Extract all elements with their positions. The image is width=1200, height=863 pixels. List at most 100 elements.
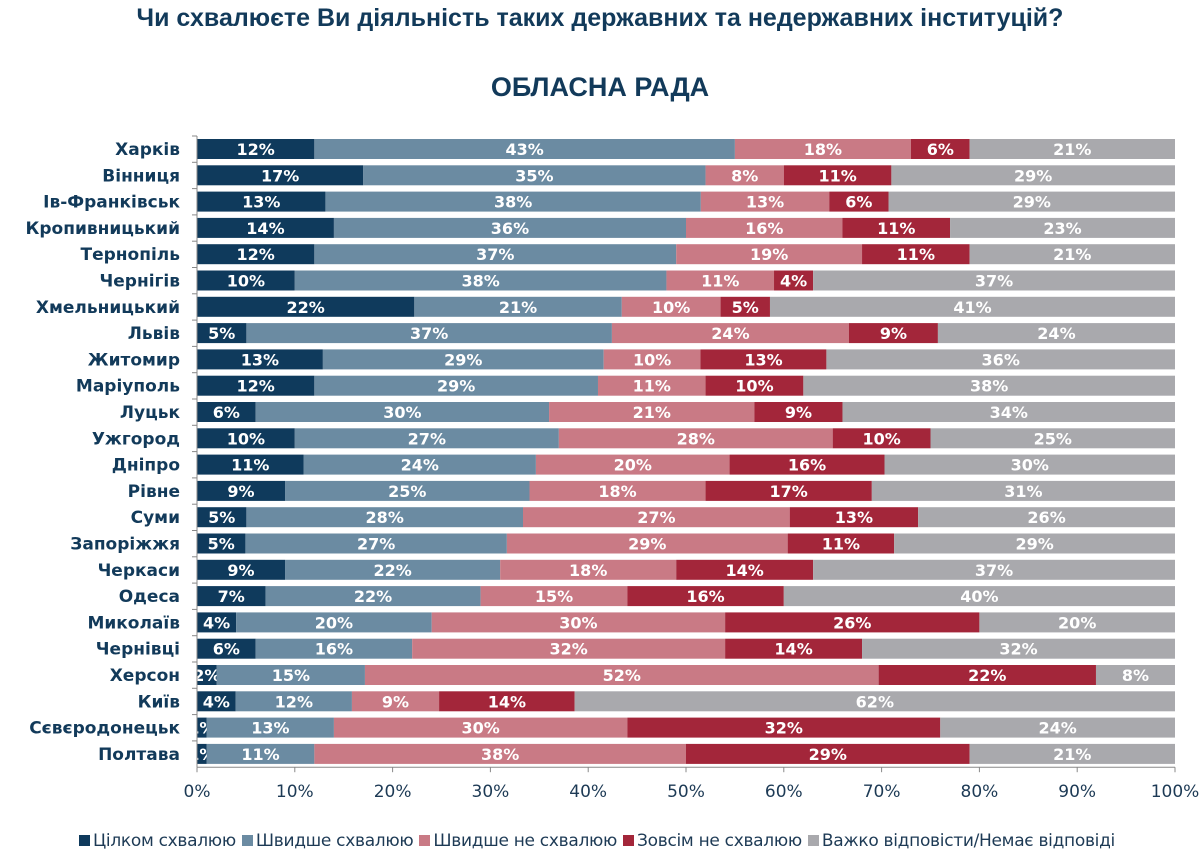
data-label: 8% xyxy=(1122,666,1149,685)
x-tick-label: 20% xyxy=(374,782,412,802)
category-label: Харків xyxy=(115,140,180,160)
bar-segment xyxy=(206,743,315,764)
bar-segment xyxy=(891,165,1175,186)
bar-segment xyxy=(197,691,236,712)
data-label: 22% xyxy=(287,298,325,317)
bar-segment xyxy=(842,217,951,238)
bar-segment xyxy=(705,480,872,501)
category-label: Луцьк xyxy=(120,403,181,423)
bar-segment xyxy=(705,375,804,396)
data-label: 32% xyxy=(765,719,803,738)
data-label: 38% xyxy=(461,272,499,291)
data-label: 11% xyxy=(877,219,915,238)
bar-segment xyxy=(197,612,237,633)
bar-segment xyxy=(197,638,256,659)
bar-segment xyxy=(676,244,863,265)
data-label: 29% xyxy=(1014,166,1052,185)
data-label: 30% xyxy=(559,613,597,632)
data-label: 18% xyxy=(598,482,636,501)
data-label: 15% xyxy=(272,666,310,685)
data-label: 32% xyxy=(999,640,1037,659)
data-label: 36% xyxy=(491,219,529,238)
category-label: Кропивницький xyxy=(25,219,180,239)
data-label: 20% xyxy=(1058,613,1096,632)
data-label: 6% xyxy=(845,193,872,212)
data-label: 62% xyxy=(856,692,894,711)
bar-segment xyxy=(813,270,1175,291)
bar-segment xyxy=(197,559,286,580)
bar-segment xyxy=(285,480,530,501)
bar-segment xyxy=(197,717,207,738)
category-label: Полтава xyxy=(98,745,180,765)
data-label: 24% xyxy=(1038,719,1076,738)
bar-segment xyxy=(937,323,1175,344)
data-label: 10% xyxy=(227,272,265,291)
data-label: 40% xyxy=(960,587,998,606)
bar-segment xyxy=(439,691,575,712)
bar-segment xyxy=(627,586,784,607)
bar-segment xyxy=(303,454,536,475)
legend-label: Швидше не схвалюю xyxy=(433,831,618,851)
data-label: 20% xyxy=(315,613,353,632)
data-label: 5% xyxy=(732,298,759,317)
data-label: 27% xyxy=(408,429,446,448)
data-label: 19% xyxy=(750,245,788,264)
bar-segment xyxy=(842,402,1175,422)
data-label: 13% xyxy=(251,719,289,738)
data-label: 12% xyxy=(275,692,313,711)
bar-segment xyxy=(930,428,1175,449)
data-label: 6% xyxy=(927,140,954,159)
bar-segment xyxy=(506,533,788,554)
data-label: 25% xyxy=(1034,429,1072,448)
bar-segment xyxy=(884,454,1175,475)
chart-title: ОБЛАСНА РАДА xyxy=(490,72,710,102)
x-tick-label: 70% xyxy=(863,782,901,802)
data-label: 11% xyxy=(231,456,269,475)
data-label: 5% xyxy=(208,535,235,554)
bar-segment xyxy=(783,586,1175,607)
data-label: 21% xyxy=(1053,140,1091,159)
data-label: 10% xyxy=(735,377,773,396)
bar-segment xyxy=(325,191,701,212)
data-label: 13% xyxy=(241,350,279,369)
data-label: 22% xyxy=(354,587,392,606)
bar-segment xyxy=(414,296,622,317)
bar-segment xyxy=(849,323,938,344)
data-label: 25% xyxy=(388,482,426,501)
bar-segment xyxy=(813,559,1175,580)
bar-segment xyxy=(197,323,247,344)
bar-segment xyxy=(197,480,286,501)
data-label: 13% xyxy=(746,193,784,212)
data-label: 28% xyxy=(677,429,715,448)
bar-segment xyxy=(832,428,931,449)
bar-segment xyxy=(523,507,790,528)
data-label: 13% xyxy=(835,508,873,527)
x-tick-label: 10% xyxy=(276,782,314,802)
data-label: 11% xyxy=(241,745,279,764)
bar-segment xyxy=(969,244,1175,265)
data-label: 29% xyxy=(437,377,475,396)
category-label: Херсон xyxy=(110,666,180,686)
data-label: 29% xyxy=(809,745,847,764)
data-label: 12% xyxy=(237,140,275,159)
data-label: 37% xyxy=(975,272,1013,291)
data-label: 35% xyxy=(515,166,553,185)
bar-segment xyxy=(574,691,1175,712)
data-label: 11% xyxy=(633,377,671,396)
category-label: Суми xyxy=(131,508,180,528)
data-label: 11% xyxy=(701,272,739,291)
data-label: 11% xyxy=(818,166,856,185)
data-label: 38% xyxy=(494,193,532,212)
bar-segment xyxy=(611,323,849,344)
data-label: 20% xyxy=(614,456,652,475)
x-tick-label: 0% xyxy=(184,782,211,802)
legend-swatch xyxy=(79,835,91,846)
x-tick-label: 30% xyxy=(472,782,510,802)
bar-segment xyxy=(197,402,256,422)
data-label: 22% xyxy=(968,666,1006,685)
data-label: 9% xyxy=(785,403,812,422)
data-label: 8% xyxy=(731,166,758,185)
data-label: 27% xyxy=(357,535,395,554)
bar-segment xyxy=(216,665,365,685)
bar-segment xyxy=(878,665,1096,685)
